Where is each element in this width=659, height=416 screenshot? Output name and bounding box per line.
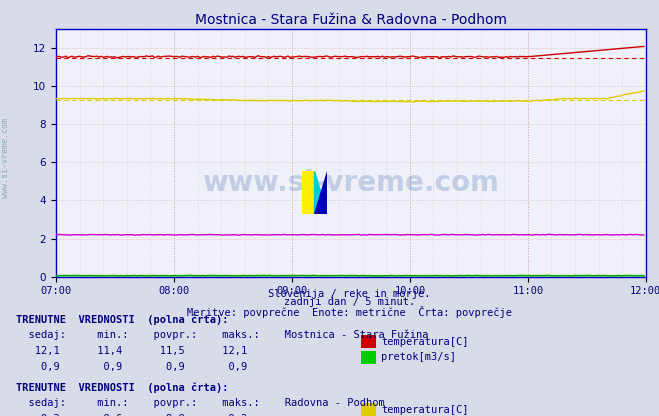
- Text: pretok[m3/s]: pretok[m3/s]: [381, 352, 456, 362]
- Text: Meritve: povprečne  Enote: metrične  Črta: povprečje: Meritve: povprečne Enote: metrične Črta:…: [186, 306, 512, 318]
- Text: zadnji dan / 5 minut.: zadnji dan / 5 minut.: [283, 297, 415, 307]
- Text: 12,1      11,4      11,5      12,1: 12,1 11,4 11,5 12,1: [16, 346, 248, 356]
- Text: 9,3       8,6       8,8       9,3: 9,3 8,6 8,8 9,3: [16, 414, 248, 416]
- Polygon shape: [314, 171, 327, 214]
- Text: temperatura[C]: temperatura[C]: [381, 404, 469, 414]
- Title: Mostnica - Stara Fužina & Radovna - Podhom: Mostnica - Stara Fužina & Radovna - Podh…: [195, 12, 507, 27]
- Text: temperatura[C]: temperatura[C]: [381, 337, 469, 347]
- Text: www.si-vreme.com: www.si-vreme.com: [202, 168, 500, 197]
- Text: sedaj:     min.:    povpr.:    maks.:    Radovna - Podhom: sedaj: min.: povpr.: maks.: Radovna - Po…: [16, 398, 386, 408]
- Text: TRENUTNE  VREDNOSTI  (polna črta):: TRENUTNE VREDNOSTI (polna črta):: [16, 382, 229, 393]
- Polygon shape: [314, 171, 327, 214]
- Text: Slovenija / reke in morje.: Slovenija / reke in morje.: [268, 289, 430, 299]
- Text: www.si-vreme.com: www.si-vreme.com: [1, 118, 10, 198]
- Text: sedaj:     min.:    povpr.:    maks.:    Mostnica - Stara Fužina: sedaj: min.: povpr.: maks.: Mostnica - S…: [16, 330, 429, 340]
- Bar: [302, 171, 314, 214]
- Text: TRENUTNE  VREDNOSTI  (polna črta):: TRENUTNE VREDNOSTI (polna črta):: [16, 314, 229, 324]
- Text: 0,9       0,9       0,9       0,9: 0,9 0,9 0,9 0,9: [16, 362, 248, 371]
